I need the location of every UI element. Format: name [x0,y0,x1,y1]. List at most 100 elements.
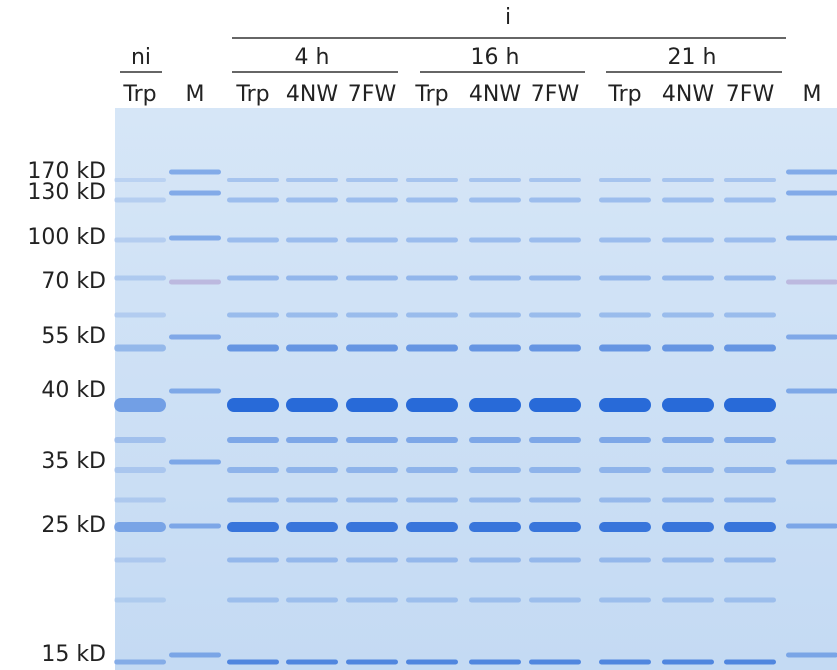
band [724,398,776,412]
marker-label: 40 kD [41,378,106,403]
band [786,523,837,529]
band [786,235,837,241]
band [786,334,837,340]
band [227,312,279,318]
band [169,334,221,340]
band [346,398,398,412]
band [662,237,714,243]
band [529,467,581,473]
band [114,522,166,532]
band [227,497,279,503]
band [114,237,166,243]
band [346,312,398,318]
band [346,197,398,203]
band [724,237,776,243]
band [406,312,458,318]
band [529,398,581,412]
lane-label: 7FW [348,82,397,107]
band [599,522,651,532]
band [346,178,398,182]
band [469,557,521,563]
band [599,178,651,182]
band [406,237,458,243]
band [169,169,221,175]
band [286,178,338,182]
lane-label: 7FW [531,82,580,107]
gel [115,108,837,670]
band [346,497,398,503]
band [406,197,458,203]
lane-label: Trp [122,82,156,107]
band [529,178,581,182]
band [286,344,338,352]
band [406,437,458,443]
band [662,344,714,352]
band [114,659,166,665]
band [346,557,398,563]
band [406,497,458,503]
band [286,497,338,503]
band [346,522,398,532]
band [786,459,837,465]
marker-label: 100 kD [27,225,106,250]
marker-label: 15 kD [41,642,106,667]
band [227,437,279,443]
band [724,197,776,203]
band [169,652,221,658]
band [724,557,776,563]
band [286,275,338,281]
band [406,597,458,603]
band [786,388,837,394]
band [662,659,714,665]
band [227,659,279,665]
band [724,497,776,503]
band [724,659,776,665]
band [227,522,279,532]
marker-label: 70 kD [41,269,106,294]
band [169,459,221,465]
band [724,597,776,603]
group-label: 16 h [471,45,520,70]
marker-label: 35 kD [41,449,106,474]
band [599,237,651,243]
band [227,557,279,563]
band [469,659,521,665]
band [786,190,837,196]
band [406,178,458,182]
band [286,197,338,203]
marker-label: 25 kD [41,513,106,538]
band [529,275,581,281]
band [114,344,166,352]
band [662,467,714,473]
band [406,398,458,412]
band [529,344,581,352]
band [786,169,837,175]
lane-label: Trp [235,82,269,107]
band [406,522,458,532]
band [662,497,714,503]
band [227,275,279,281]
band [406,275,458,281]
band [724,437,776,443]
band [469,178,521,182]
band [529,597,581,603]
band [227,597,279,603]
band [786,279,837,285]
band [346,237,398,243]
band [469,522,521,532]
band [227,197,279,203]
band [114,497,166,503]
lane-label: Trp [607,82,641,107]
band [786,652,837,658]
band [662,275,714,281]
band [662,597,714,603]
header-title: i [505,5,511,30]
band [286,398,338,412]
lane-label: M [186,82,205,107]
group-label: 4 h [295,45,330,70]
band [662,178,714,182]
marker-label: 130 kD [27,180,106,205]
labels: ni 4 h 16 h 21 h Trp M Trp 4NW 7FW Trp 4NW 7FW Trp 4N… [27,45,821,667]
band [346,437,398,443]
